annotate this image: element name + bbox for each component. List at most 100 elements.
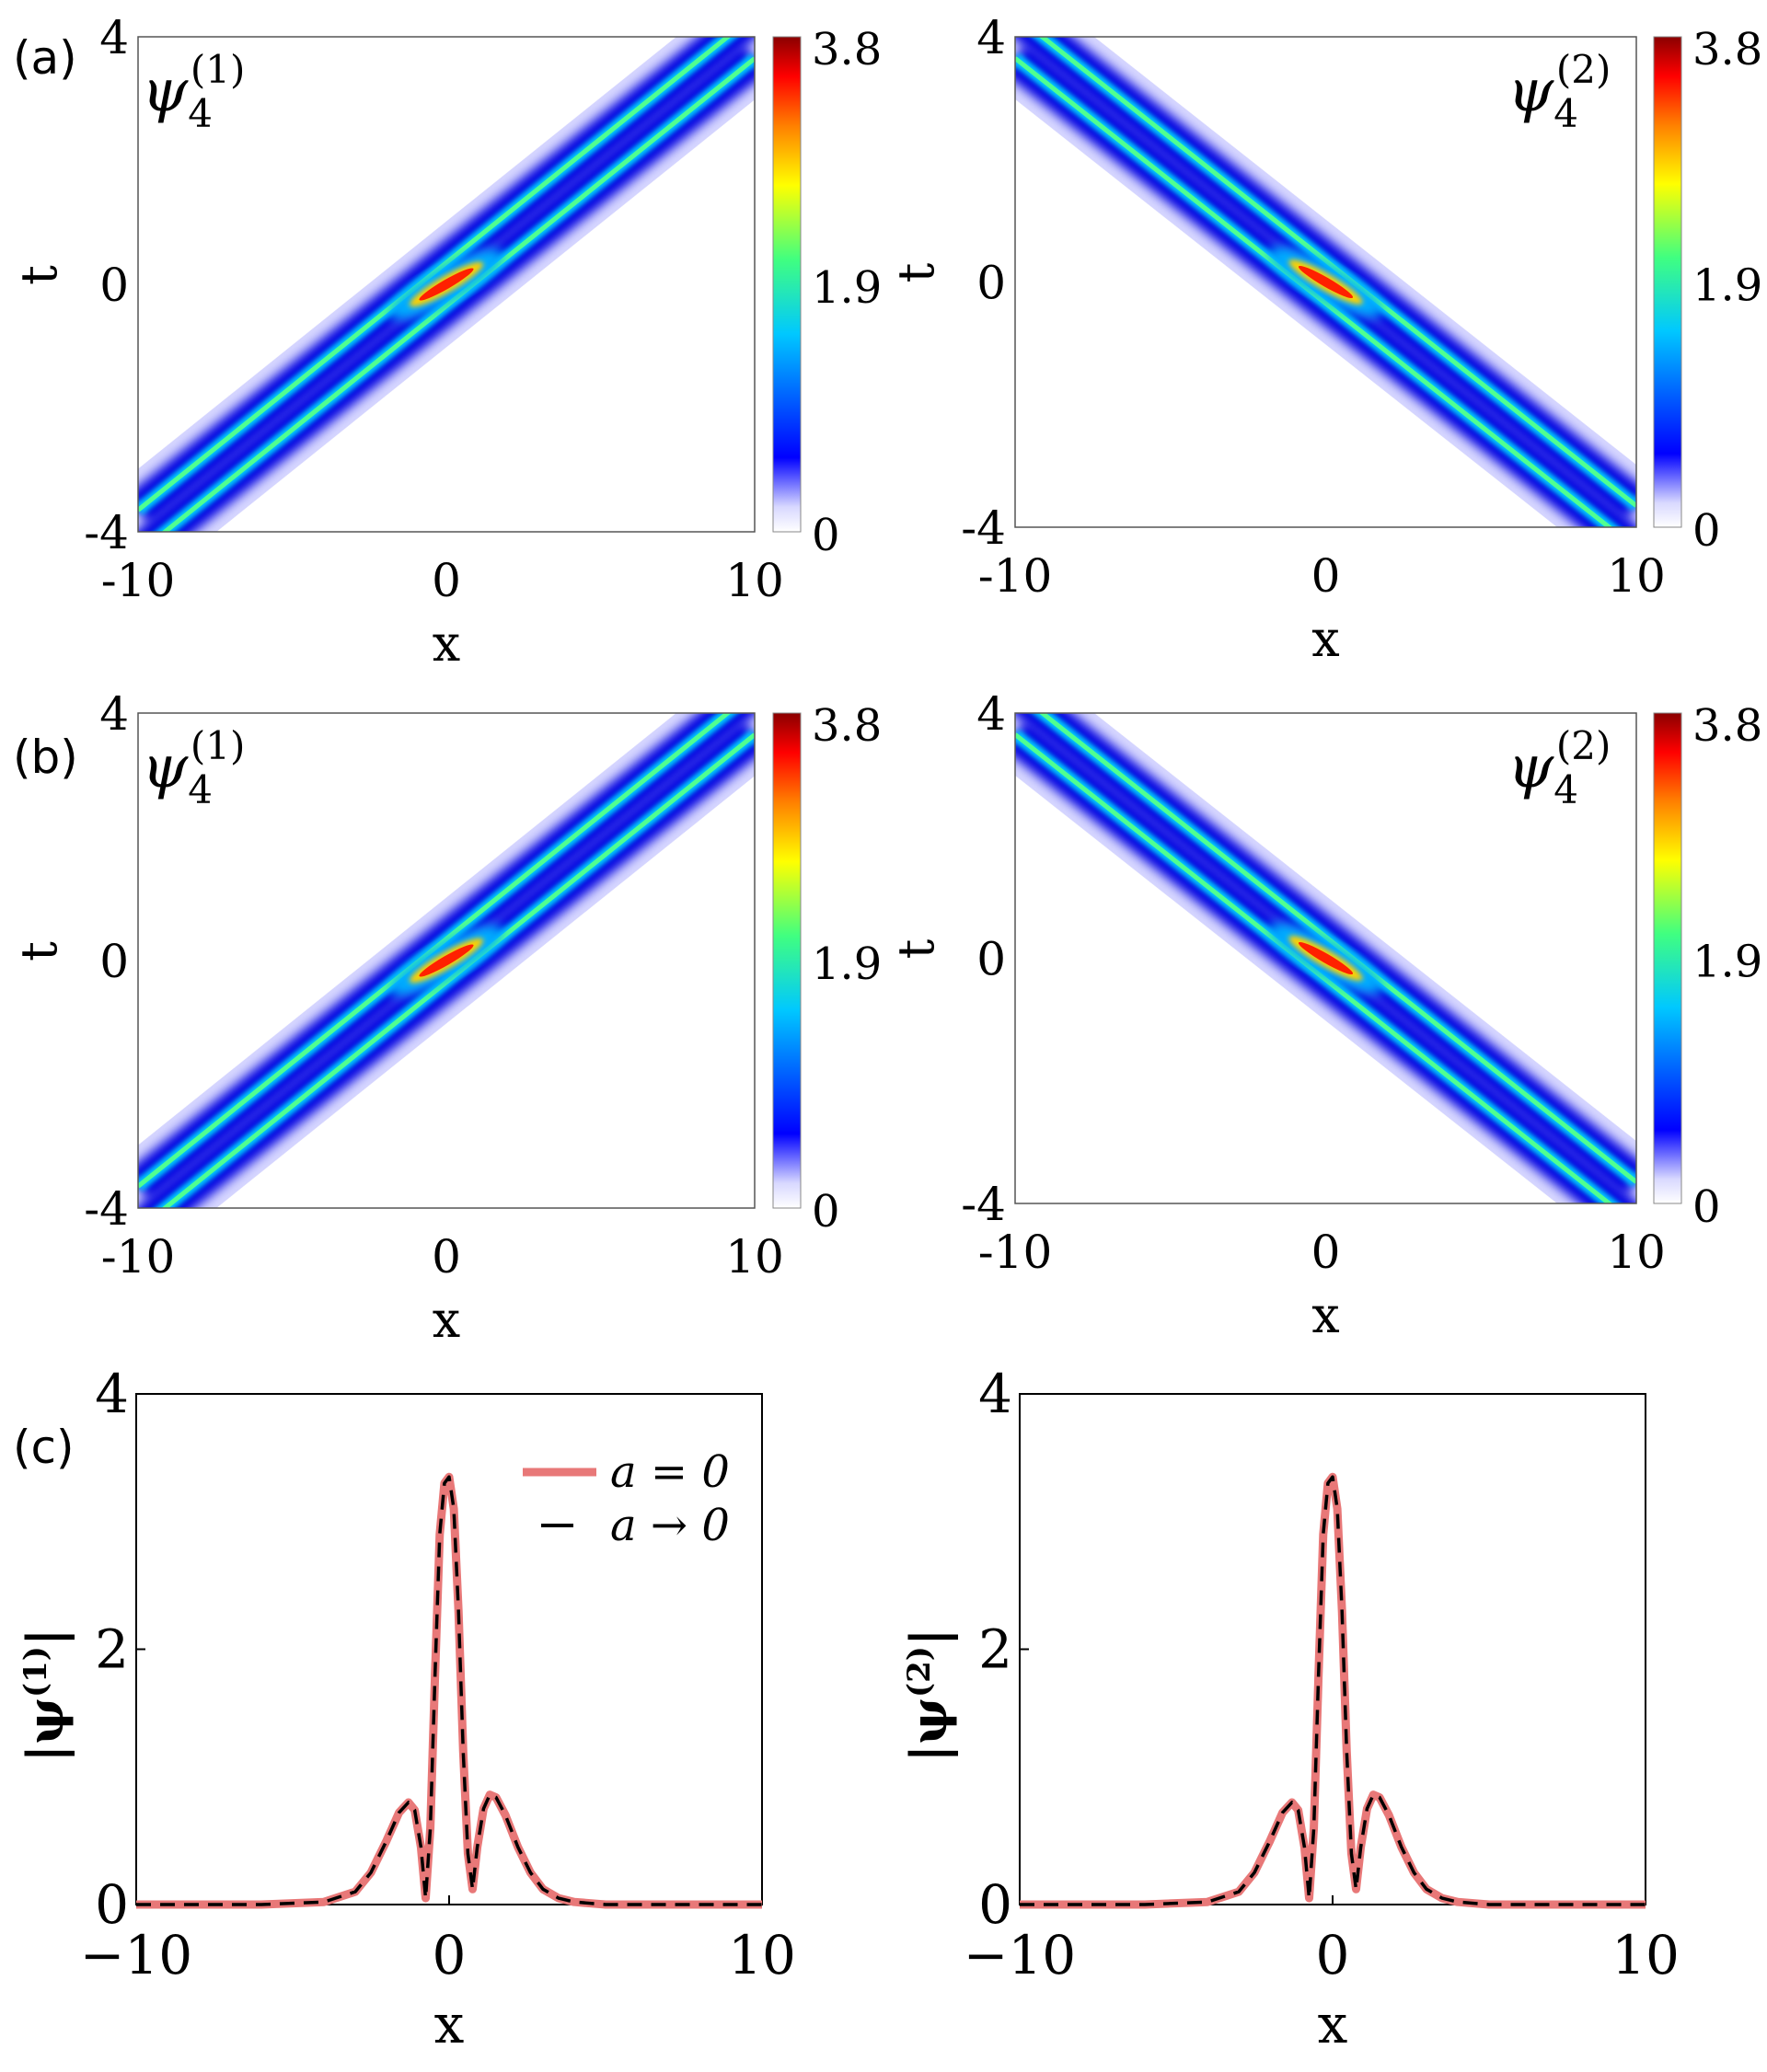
colorbar <box>772 712 802 1209</box>
peak-red <box>419 268 474 301</box>
colorbar <box>1653 36 1682 528</box>
heatmap-panel-a1: 3.8 1.9 0 -10 0 10 -4 0 4 x t ψ4(1) (a) <box>10 11 882 673</box>
x-tick-label: −10 <box>80 1924 192 1986</box>
y-tick-label: 2 <box>95 1618 129 1681</box>
colorbar-tick-label: 1.9 <box>812 262 882 314</box>
x-tick-label: −10 <box>964 1924 1076 1986</box>
x-tick-label: 0 <box>1311 549 1341 603</box>
colorbar-tick-label: 3.8 <box>1692 24 1762 75</box>
y-tick-label: 0 <box>978 1873 1012 1936</box>
x-tick-label: 10 <box>1611 1924 1680 1986</box>
x-axis-label: x <box>1311 610 1339 668</box>
plot-frame <box>137 36 756 533</box>
colorbar <box>1653 712 1682 1204</box>
x-tick-label: -10 <box>978 549 1053 603</box>
series-a-to-0 <box>1020 1475 1646 1906</box>
peak-red <box>1298 265 1354 299</box>
y-axis-label: t <box>887 262 945 282</box>
panel-title: ψ4(1) <box>142 47 245 136</box>
y-tick-label: 4 <box>95 1363 129 1425</box>
ridge-crest-0 <box>1038 37 1636 508</box>
x-tick-label: 10 <box>725 554 784 607</box>
heatmap-panel-b2: 3.8 1.9 0 -10 0 10 -4 0 4 x t ψ4(2) <box>887 687 1762 1344</box>
heatmap-field <box>1015 713 1636 1203</box>
panel-title: ψ4(2) <box>1507 47 1611 136</box>
ridge-crest-1 <box>1015 732 1613 1203</box>
series-a-to-0 <box>136 1475 762 1906</box>
x-tick-label: 0 <box>1316 1924 1350 1986</box>
colorbar-tick-label: 1.9 <box>1692 260 1762 312</box>
x-tick-label: -10 <box>101 1230 176 1283</box>
colorbar-tick-label: 3.8 <box>812 24 882 75</box>
x-tick-label: 0 <box>432 554 461 607</box>
y-tick-label: 4 <box>976 687 1006 741</box>
plot-frame <box>137 712 756 1209</box>
peak-red <box>419 944 474 977</box>
y-tick-label: 2 <box>978 1618 1012 1681</box>
y-axis-label: t <box>10 941 68 961</box>
y-tick-label: -4 <box>961 1178 1006 1231</box>
y-tick-label: -4 <box>84 506 129 559</box>
panel-title: ψ4(2) <box>1507 723 1611 812</box>
x-tick-label: 0 <box>433 1924 467 1986</box>
y-tick-label: 0 <box>95 1873 129 1936</box>
x-axis-label: x <box>1311 1286 1339 1344</box>
series-a-equals-0 <box>1020 1472 1646 1909</box>
y-tick-label: 0 <box>976 257 1006 310</box>
colorbar-tick-label: 3.8 <box>1692 700 1762 752</box>
x-tick-label: 10 <box>1607 549 1666 603</box>
heatmap-panel-a2: 3.8 1.9 0 -10 0 10 -4 0 4 x t ψ4(2) <box>887 11 1762 668</box>
x-tick-label: -10 <box>978 1226 1053 1279</box>
y-tick-label: 4 <box>99 11 129 64</box>
colorbar-tick-label: 0 <box>812 1186 840 1237</box>
y-tick-label: -4 <box>961 501 1006 555</box>
y-tick-label: 0 <box>99 259 129 312</box>
plot-frame <box>1019 1393 1646 1905</box>
x-axis-label: x <box>433 615 460 673</box>
y-tick-label: 4 <box>99 687 129 741</box>
y-tick-label: 0 <box>99 935 129 988</box>
x-axis-label: x <box>433 1291 460 1349</box>
plot-frame <box>1014 36 1637 528</box>
colorbar-tick-label: 0 <box>1692 505 1721 557</box>
y-tick-label: 4 <box>978 1363 1012 1425</box>
heatmap-panel-b1: 3.8 1.9 0 -10 0 10 -4 0 4 x t ψ4(1) (b) <box>10 687 882 1349</box>
colorbar <box>772 36 802 533</box>
heatmap-panels: 3.8 1.9 0 -10 0 10 -4 0 4 x t ψ4(1) (a) 3.8 1.9 0 -10 0 10… <box>10 11 1762 1349</box>
y-axis-label: t <box>10 265 68 285</box>
ridge-crest-0 <box>1038 713 1636 1184</box>
panel-tag: (c) <box>13 1421 75 1474</box>
x-tick-label: 10 <box>1607 1226 1666 1279</box>
x-tick-label: 0 <box>1311 1226 1341 1279</box>
ridge-crest-1 <box>161 56 755 532</box>
panel-tag: (b) <box>13 731 78 784</box>
panel-tag: (a) <box>13 31 77 85</box>
ridge-crest-0 <box>138 37 732 512</box>
legend: a = 0a → 0 <box>523 1446 730 1551</box>
heatmap-field <box>1015 37 1636 527</box>
heatmap-field <box>138 713 755 1208</box>
plot-frame <box>1014 712 1637 1204</box>
x-tick-label: 10 <box>725 1230 784 1283</box>
x-axis-label: x <box>1318 1993 1348 2055</box>
legend-label: a = 0 <box>610 1446 730 1498</box>
legend-label: a → 0 <box>610 1500 730 1551</box>
colorbar-tick-label: 0 <box>812 510 840 561</box>
ridge-crest-1 <box>1015 56 1613 527</box>
colorbar-tick-label: 3.8 <box>812 700 882 752</box>
peak-red <box>1298 941 1354 975</box>
x-tick-label: 0 <box>432 1230 461 1283</box>
ridge-crest-1 <box>161 732 755 1208</box>
ridge-crest-0 <box>138 713 732 1189</box>
y-axis-label: |ψ(2)| <box>899 1629 959 1763</box>
x-axis-label: x <box>434 1993 465 2055</box>
x-tick-label: 10 <box>728 1924 796 1986</box>
heatmap-field <box>138 37 755 532</box>
panel-title: ψ4(1) <box>142 723 245 812</box>
colorbar-tick-label: 0 <box>1692 1181 1721 1233</box>
y-tick-label: -4 <box>84 1182 129 1236</box>
colorbar-tick-label: 1.9 <box>812 938 882 990</box>
